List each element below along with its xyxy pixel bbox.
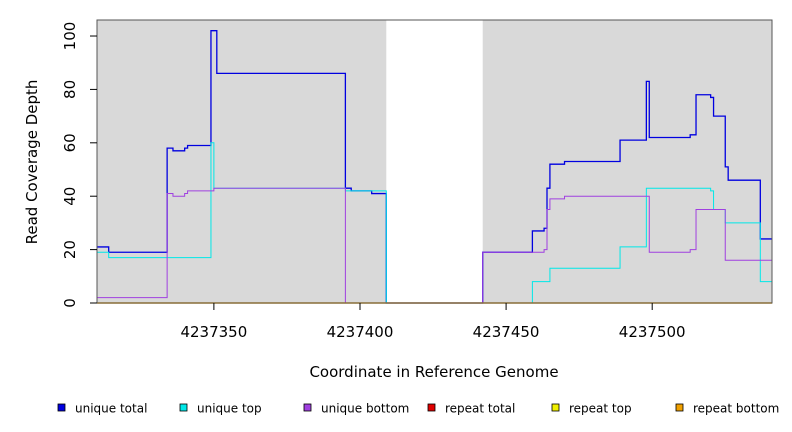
- x-axis-title: Coordinate in Reference Genome: [309, 363, 558, 381]
- shaded-region-1: [482, 20, 772, 303]
- x-tick-label: 4237400: [327, 323, 394, 341]
- legend-swatch: [303, 403, 312, 412]
- legend-swatch: [551, 403, 560, 412]
- legend-label: unique total: [75, 402, 147, 416]
- shaded-region-0: [97, 20, 387, 303]
- legend-label: repeat top: [569, 402, 632, 416]
- series-line-unique-total: [97, 30, 772, 304]
- legend-swatch: [179, 403, 188, 412]
- shaded-regions: [97, 20, 772, 303]
- y-tick-label: 20: [61, 240, 79, 259]
- legend-label: repeat total: [445, 402, 515, 416]
- y-tick-label: 100: [61, 22, 79, 51]
- x-tick-label: 4237450: [473, 323, 540, 341]
- legend-swatch: [675, 403, 684, 412]
- series-line-unique-bottom: [97, 187, 772, 304]
- legend-label: unique bottom: [321, 402, 409, 416]
- y-tick-label: 80: [61, 80, 79, 99]
- x-axis-ticks: 4237350 4237400 4237450 4237500: [180, 303, 686, 341]
- plot-frame: [96, 19, 773, 304]
- legend-label: unique top: [197, 402, 262, 416]
- y-tick-label: 0: [61, 298, 79, 308]
- legend-swatch: [427, 403, 436, 412]
- y-tick-label: 40: [61, 187, 79, 206]
- legend-swatch: [57, 403, 66, 412]
- legend-label: repeat bottom: [693, 402, 779, 416]
- legend: unique total unique top unique bottom repea…: [57, 402, 779, 416]
- x-tick-label: 4237500: [619, 323, 686, 341]
- y-tick-label: 60: [61, 133, 79, 152]
- y-axis-title: Read Coverage Depth: [23, 80, 41, 245]
- x-tick-label: 4237350: [180, 323, 247, 341]
- y-axis-ticks: 0 20 40 60 80 100: [61, 22, 97, 308]
